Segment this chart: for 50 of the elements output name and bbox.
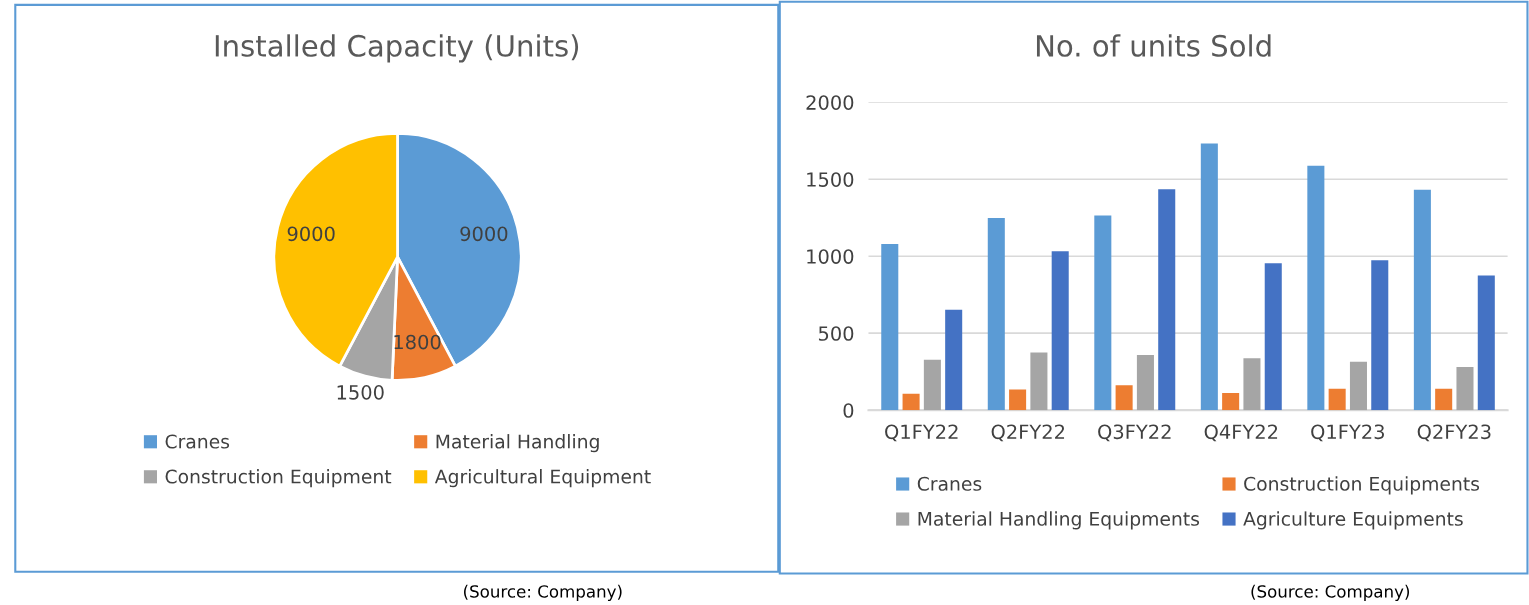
bar — [1243, 358, 1261, 411]
legend-label: Material Handling — [436, 434, 599, 453]
bar — [1009, 389, 1027, 411]
legend-label: Material Handling Equipments — [918, 511, 1200, 530]
data-label: 1500 — [337, 385, 384, 400]
text: (Source: Company) — [1251, 584, 1410, 601]
bar — [1413, 189, 1431, 411]
bar — [1477, 275, 1495, 411]
bar — [1264, 263, 1282, 411]
bar — [1349, 361, 1367, 411]
bar — [1456, 366, 1474, 411]
bar — [1307, 165, 1325, 411]
legend-label: Cranes — [165, 434, 230, 449]
x-tick-label: Q3FY22 — [1098, 424, 1171, 442]
data-label: 9000 — [460, 226, 508, 242]
bar — [1094, 215, 1112, 411]
bar — [902, 393, 920, 411]
x-tick-label: Q1FY23 — [1311, 424, 1384, 442]
bar — [923, 359, 941, 411]
y-tick-label: 500 — [818, 326, 854, 341]
bar — [1222, 392, 1240, 411]
bar — [1328, 388, 1346, 411]
bar — [1371, 260, 1389, 411]
bar — [1051, 251, 1069, 411]
y-tick-label: 0 — [843, 403, 854, 418]
data-label: 9000 — [287, 226, 335, 242]
bar — [1158, 189, 1176, 411]
bar — [1115, 385, 1133, 411]
legend-label: Agricultural Equipment — [434, 469, 651, 488]
x-tick-label: Q2FY22 — [991, 424, 1065, 442]
text: (Source: Company) — [464, 584, 622, 601]
bar — [1435, 388, 1453, 411]
x-tick-label: Q2FY23 — [1417, 424, 1491, 442]
x-tick-label: Q4FY22 — [1204, 424, 1278, 442]
bar — [881, 243, 899, 411]
bar — [987, 218, 1005, 411]
bar — [945, 309, 963, 411]
legend-label: Agriculture Equipments — [1243, 511, 1463, 530]
legend-label: Cranes — [917, 476, 982, 491]
legend-label: Construction Equipment — [165, 469, 392, 488]
x-tick-label: Q1FY22 — [885, 424, 958, 442]
chart-title: No. of units Sold — [1036, 34, 1271, 57]
y-tick-label: 1000 — [807, 249, 854, 264]
y-tick-label: 2000 — [806, 95, 854, 110]
y-tick-label: 1500 — [807, 172, 854, 187]
legend-label: Construction Equipments — [1244, 476, 1480, 495]
bar — [1136, 354, 1154, 411]
chart-title: Installed Capacity (Units) — [215, 34, 579, 63]
bar — [1200, 143, 1218, 411]
bar — [1030, 352, 1048, 411]
